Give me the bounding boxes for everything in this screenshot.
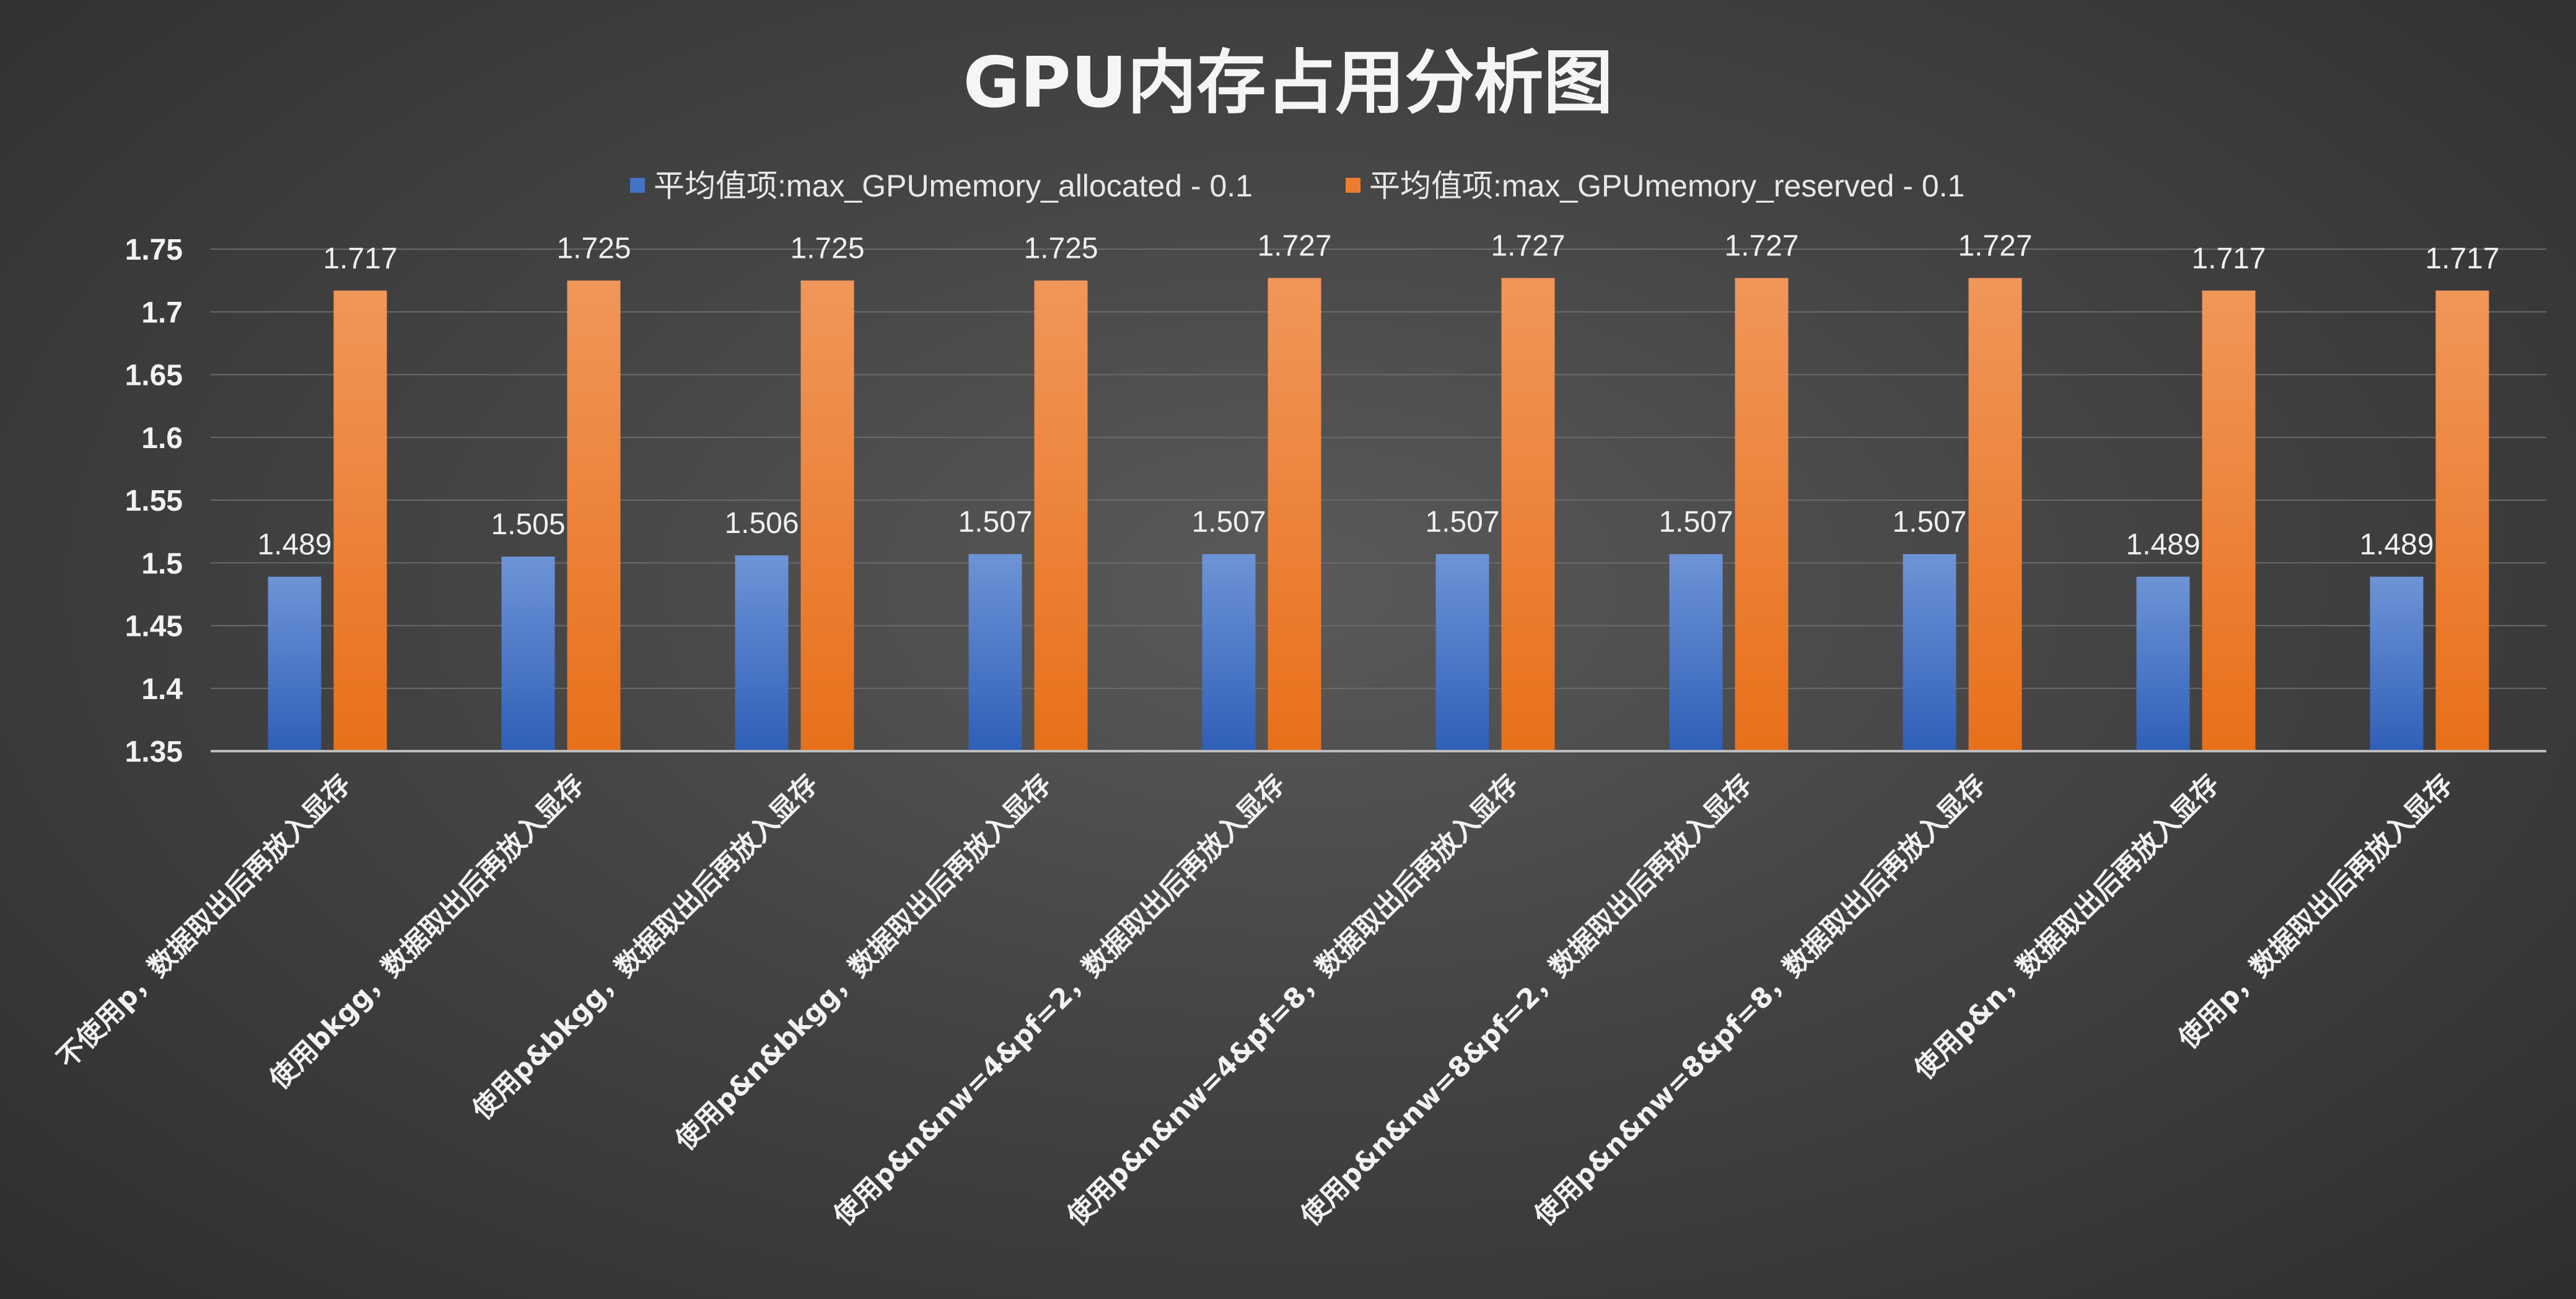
bar-reserved: [1735, 278, 1789, 751]
legend: 平均值项:max_GPUmemory_allocated - 0.1 平均值项:…: [630, 169, 1965, 203]
legend-swatch-allocated: [630, 178, 645, 193]
y-tick-label: 1.35: [125, 736, 183, 768]
y-tick-label: 1.45: [125, 610, 183, 643]
gridlines: [211, 249, 2546, 689]
bar-reserved: [1501, 278, 1555, 751]
legend-swatch-reserved: [1346, 178, 1360, 193]
x-tick-label: 使用p&n&nw=8&pf=2，数据取出后再放入显存: [1295, 768, 1758, 1232]
data-label-reserved: 1.725: [556, 232, 631, 265]
bar-reserved: [1968, 278, 2022, 751]
bar-reserved: [1268, 278, 1321, 751]
bar-reserved: [1034, 280, 1088, 751]
data-label-allocated: 1.507: [958, 506, 1032, 539]
data-label-reserved: 1.717: [323, 242, 397, 275]
data-label-allocated: 1.489: [257, 529, 331, 561]
bar-reserved: [2202, 290, 2256, 751]
x-tick-label: 使用p，数据取出后再放入显存: [2172, 768, 2459, 1055]
y-tick-label: 1.65: [125, 359, 183, 392]
bar-allocated: [2136, 576, 2190, 751]
legend-label-allocated: 平均值项:max_GPUmemory_allocated - 0.1: [654, 169, 1253, 203]
data-label-reserved: 1.727: [1724, 230, 1798, 263]
y-tick-label: 1.75: [125, 234, 183, 266]
data-label-reserved: 1.727: [1257, 230, 1331, 263]
data-label-reserved: 1.725: [790, 232, 864, 265]
data-label-reserved: 1.725: [1023, 232, 1098, 265]
bar-allocated: [268, 576, 322, 751]
y-tick-label: 1.7: [141, 296, 183, 329]
data-label-allocated: 1.507: [1892, 506, 1966, 539]
x-tick-label: 使用p&n&nw=8&pf=8，数据取出后再放入显存: [1528, 768, 1992, 1232]
y-tick-label: 1.4: [141, 673, 183, 706]
bar-allocated: [501, 557, 555, 751]
bar-reserved: [567, 280, 621, 751]
y-tick-label: 1.5: [141, 547, 183, 580]
x-axis: 不使用p，数据取出后再放入显存使用bkgg，数据取出后再放入显存使用p&bkgg…: [51, 768, 2459, 1232]
y-axis: 1.35 1.4 1.45 1.5 1.55 1.6 1.65 1.7 1.75: [125, 234, 183, 768]
bar-reserved: [2435, 290, 2489, 751]
data-label-reserved: 1.717: [2425, 242, 2499, 275]
bar-allocated: [1669, 554, 1723, 751]
data-labels: 1.489 1.717 1.505 1.725 1.506 1.725 1.507 1.725…: [257, 230, 2499, 561]
bar-allocated: [1435, 554, 1489, 751]
data-label-allocated: 1.507: [1425, 506, 1499, 539]
data-label-allocated: 1.507: [1658, 506, 1733, 539]
x-tick-label: 使用p&n&nw=4&pf=8，数据取出后再放入显存: [1061, 768, 1525, 1232]
bar-allocated: [1202, 554, 1256, 751]
bar-allocated: [735, 555, 789, 751]
bars: [268, 278, 2489, 751]
bar-reserved: [333, 290, 387, 751]
data-label-allocated: 1.506: [724, 507, 799, 540]
x-tick-label: 使用p&n&nw=4&pf=2，数据取出后再放入显存: [828, 768, 1291, 1232]
data-label-allocated: 1.489: [2126, 529, 2200, 561]
bar-allocated: [968, 554, 1022, 751]
data-label-allocated: 1.489: [2359, 529, 2434, 561]
data-label-allocated: 1.505: [491, 508, 565, 541]
y-tick-label: 1.55: [125, 485, 183, 517]
chart-title: GPU内存占用分析图: [963, 43, 1613, 123]
bar-reserved: [800, 280, 854, 751]
bar-allocated: [1903, 554, 1956, 751]
y-tick-label: 1.6: [141, 422, 183, 455]
data-label-reserved: 1.727: [1491, 230, 1565, 263]
data-label-allocated: 1.507: [1191, 506, 1266, 539]
legend-label-reserved: 平均值项:max_GPUmemory_reserved - 0.1: [1369, 169, 1965, 203]
data-label-reserved: 1.717: [2191, 242, 2266, 275]
bar-allocated: [2370, 576, 2424, 751]
data-label-reserved: 1.727: [1958, 230, 2032, 263]
x-tick-label: 使用p&n&bkgg，数据取出后再放入显存: [670, 768, 1058, 1157]
